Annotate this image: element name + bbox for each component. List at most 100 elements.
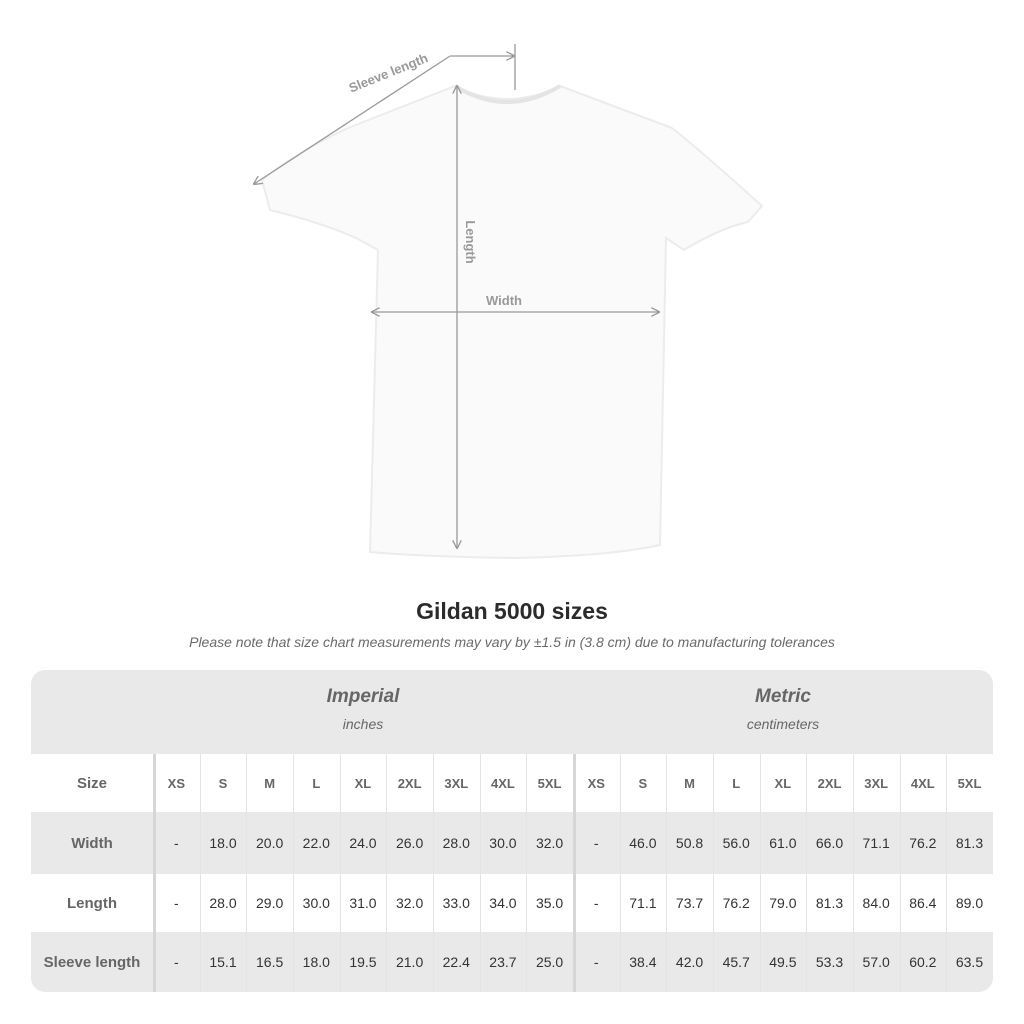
imperial-value-cell: 35.0: [535, 895, 564, 911]
imperial-value-cell: 30.0: [302, 895, 330, 911]
metric-value-cell: 45.7: [722, 954, 750, 970]
page-title: Gildan 5000 sizes: [416, 598, 608, 624]
metric-value-cell: 53.3: [815, 954, 844, 970]
imperial-value-cell: -: [173, 835, 179, 851]
imperial-value-cell: 28.0: [209, 895, 237, 911]
imperial-value-cell: 24.0: [349, 835, 377, 851]
metric-group: Metric centimeters: [573, 686, 993, 732]
tshirt-shape: [260, 84, 764, 560]
imperial-unit: inches: [342, 716, 384, 732]
imperial-group: Imperial inches: [153, 686, 573, 732]
size-header-cell: M: [264, 775, 276, 791]
column-divider: [433, 754, 435, 992]
size-header-cell: XL: [354, 775, 372, 791]
imperial-value-cell: 33.0: [442, 895, 470, 911]
imperial-value-cell: 22.4: [442, 954, 470, 970]
column-divider: [713, 754, 715, 992]
size-header-cell: 3XL: [444, 775, 469, 791]
metric-value-cell: 38.4: [629, 954, 657, 970]
imperial-value-cell: 22.0: [302, 835, 330, 851]
metric-value-cell: 56.0: [722, 835, 750, 851]
metric-value-cell: 49.5: [769, 954, 797, 970]
size-header-cell: 4XL: [910, 775, 935, 791]
size-header-cell: XL: [774, 775, 792, 791]
column-divider: [619, 754, 621, 992]
table-row: Length - 28.0 29.0 30.0 31.0 32.0 33.0 34.0 35.0 -…: [31, 874, 993, 932]
metric-value-cell: 63.5: [955, 954, 984, 970]
metric-value-cell: 86.4: [909, 895, 937, 911]
table-row: Width - 18.0 20.0 22.0 24.0 26.0 28.0 30.0 32.0 - 4…: [31, 812, 993, 874]
imperial-value-cell: 18.0: [209, 835, 237, 851]
column-divider: [479, 754, 481, 992]
size-header-row: Size XS S M L XL 2XL 3XL 4XL 5XL XS S M L XL 2XL 3XL 4XL 5…: [31, 754, 993, 812]
metric-value-cell: -: [593, 954, 599, 970]
row-label: Size: [76, 774, 107, 792]
column-divider: [806, 754, 808, 992]
column-divider: [759, 754, 761, 992]
tshirt-diagram: Sleeve length Length Width: [0, 44, 764, 560]
metric-value-cell: 50.8: [675, 835, 704, 851]
column-divider: [946, 754, 948, 992]
column-divider: [666, 754, 668, 992]
column-divider: [199, 754, 201, 992]
metric-value-cell: 71.1: [862, 835, 890, 851]
metric-value-cell: 76.2: [909, 835, 937, 851]
metric-value-cell: 57.0: [862, 954, 890, 970]
table-row: Sleeve length - 15.1 16.5 18.0 19.5 21.0 22.4 23…: [31, 932, 993, 992]
metric-title: Metric: [755, 686, 811, 707]
imperial-value-cell: -: [173, 895, 179, 911]
column-divider: [853, 754, 855, 992]
metric-value-cell: 61.0: [769, 835, 797, 851]
imperial-value-cell: 16.5: [256, 954, 284, 970]
metric-value-cell: 66.0: [815, 835, 844, 851]
size-header-cell: 5XL: [537, 775, 562, 791]
size-header-cell: 4XL: [491, 775, 515, 791]
size-header-cell: S: [218, 775, 228, 791]
metric-value-cell: 81.3: [815, 895, 844, 911]
tolerance-note: Please note that size chart measurements…: [189, 634, 835, 650]
size-header-cell: XS: [587, 775, 605, 791]
metric-value-cell: 76.2: [722, 895, 750, 911]
imperial-value-cell: 25.0: [535, 954, 564, 970]
imperial-value-cell: 32.0: [395, 895, 424, 911]
column-divider: [339, 754, 341, 992]
length-label: Length: [463, 220, 478, 263]
metric-value-cell: 84.0: [862, 895, 890, 911]
imperial-value-cell: 31.0: [349, 895, 377, 911]
imperial-title: Imperial: [326, 686, 400, 707]
size-header-cell: 2XL: [817, 775, 842, 791]
metric-value-cell: -: [593, 835, 599, 851]
imperial-value-cell: 28.0: [442, 835, 470, 851]
imperial-value-cell: 32.0: [535, 835, 564, 851]
metric-value-cell: 81.3: [955, 835, 984, 851]
metric-value-cell: -: [593, 895, 599, 911]
column-divider: [526, 754, 528, 992]
column-divider: [293, 754, 294, 992]
size-header-cell: 2XL: [397, 775, 422, 791]
size-table: Imperial inches Metric centimeters Size X…: [31, 670, 993, 992]
imperial-value-cell: 20.0: [256, 835, 284, 851]
imperial-value-cell: 29.0: [256, 895, 284, 911]
size-header-cell: 5XL: [957, 775, 982, 791]
width-label: Width: [486, 293, 522, 308]
metric-value-cell: 79.0: [769, 895, 797, 911]
size-header-cell: L: [732, 775, 741, 791]
metric-value-cell: 60.2: [909, 954, 937, 970]
size-header-cell: S: [638, 775, 648, 791]
metric-value-cell: 89.0: [955, 895, 984, 911]
metric-value-cell: 71.1: [629, 895, 657, 911]
sleeve-length-arrow: [254, 55, 451, 184]
imperial-value-cell: 18.0: [302, 954, 330, 970]
size-header-cell: M: [684, 775, 695, 791]
imperial-value-cell: 15.1: [209, 954, 237, 970]
imperial-value-cell: 34.0: [489, 895, 517, 911]
imperial-value-cell: 23.7: [489, 954, 517, 970]
column-divider: [246, 754, 248, 992]
metric-value-cell: 42.0: [675, 954, 704, 970]
size-header-cell: L: [312, 775, 321, 791]
column-divider: [153, 754, 156, 992]
row-label: Width: [71, 834, 113, 852]
table-header: Imperial inches Metric centimeters: [31, 670, 993, 754]
metric-value-cell: 46.0: [629, 835, 657, 851]
size-header-cell: 3XL: [864, 775, 889, 791]
